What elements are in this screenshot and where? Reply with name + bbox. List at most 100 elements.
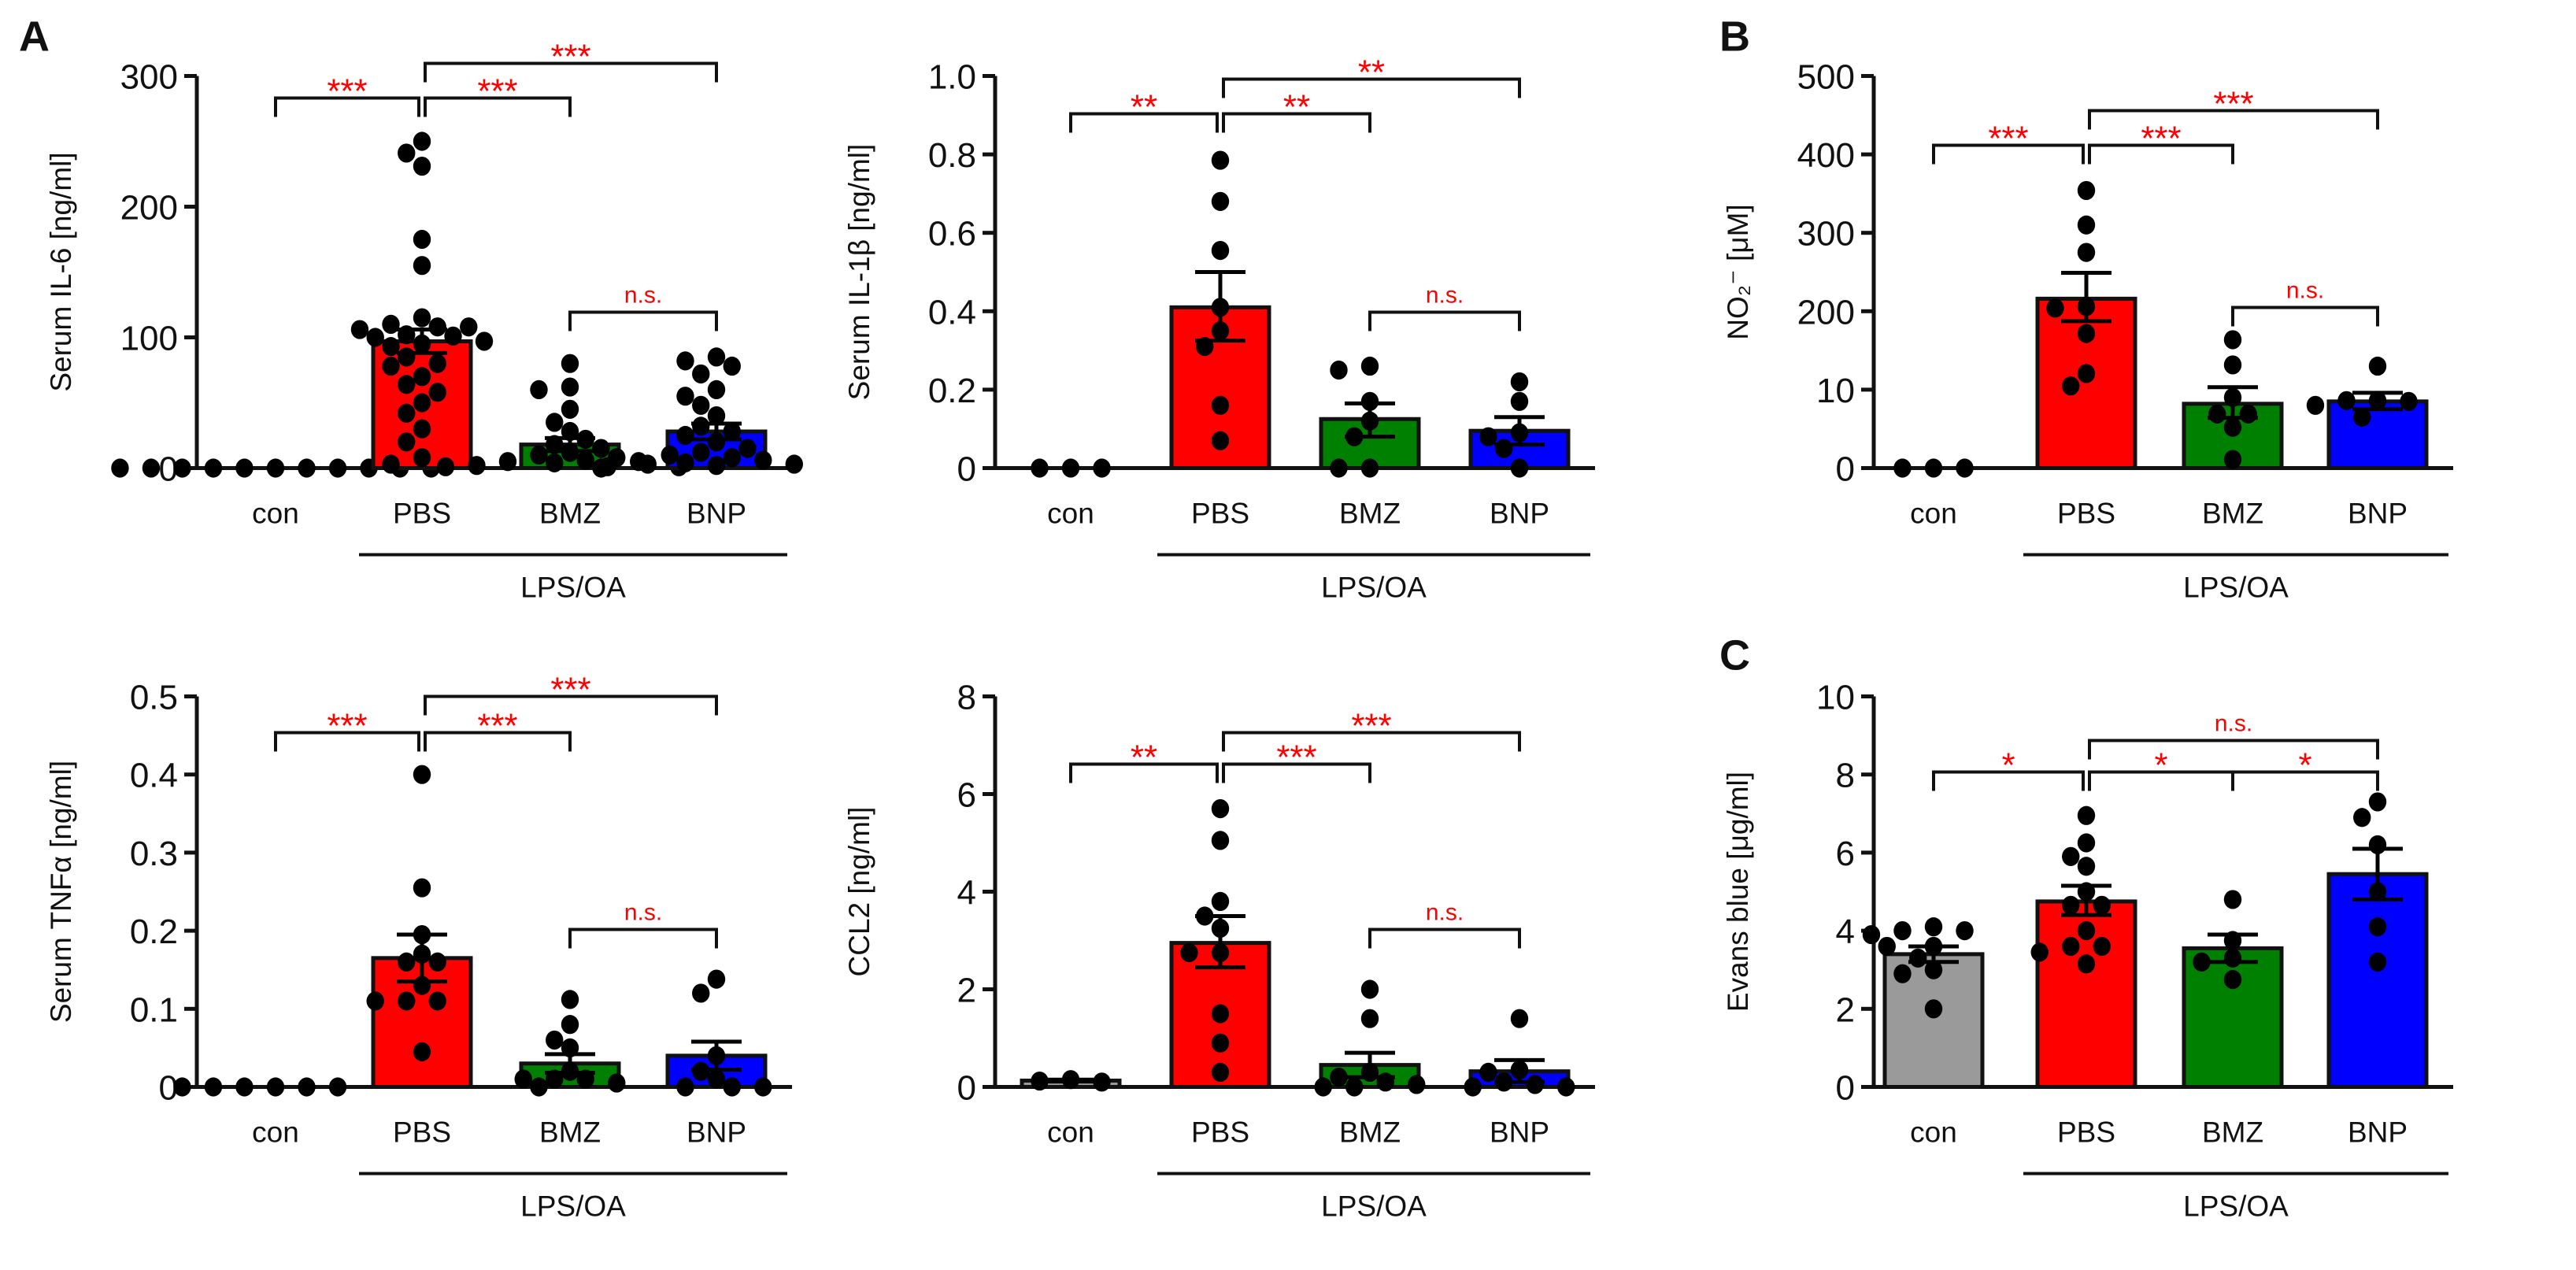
data-point (428, 952, 446, 972)
significance-label: *** (2141, 120, 2181, 158)
y-tick-label: 100 (120, 320, 178, 358)
x-tick-label: con (252, 1116, 299, 1149)
data-point (382, 454, 400, 474)
significance-label: n.s. (2286, 278, 2324, 304)
x-tick-label: con (252, 498, 299, 530)
y-tick-label: 2 (957, 972, 976, 1010)
data-point (413, 367, 431, 387)
y-axis-title: Serum IL-1β [ng/ml] (843, 144, 875, 401)
x-tick-label: PBS (1191, 1116, 1249, 1149)
data-point (2208, 404, 2226, 424)
data-point (2223, 890, 2242, 909)
data-point (692, 417, 710, 436)
bracket-line (2088, 739, 2379, 760)
data-point (676, 1077, 694, 1097)
data-point (2077, 954, 2096, 974)
data-point (676, 351, 694, 371)
data-point (676, 453, 694, 472)
y-axis-title: NO₂⁻ [μM] (1722, 204, 1754, 339)
data-point (2368, 917, 2387, 937)
data-point (1479, 1062, 1497, 1082)
data-point (1557, 1077, 1575, 1097)
data-point (235, 458, 254, 478)
data-point (1956, 458, 1974, 478)
data-point (204, 1077, 223, 1097)
data-point (266, 1077, 285, 1097)
bracket-line (424, 61, 718, 83)
bracket-line (1932, 770, 2085, 791)
data-point (2077, 324, 2096, 343)
data-point (2062, 936, 2080, 957)
significance-bracket: ** (1222, 88, 1371, 133)
data-point (530, 1077, 548, 1097)
y-tick-label: 500 (1797, 58, 1855, 97)
y-tick-label: 0.8 (928, 136, 976, 175)
chart-evans-blue: 0 2 4 6 8 10 Evans blue [μg/ml] con PBS BMZ BNP LPS… (1722, 679, 2453, 1223)
y-tick-label: 400 (1797, 136, 1855, 175)
data-point (598, 457, 616, 476)
data-point (428, 354, 446, 373)
data-point (142, 458, 161, 478)
bracket-line (568, 310, 718, 331)
data-point (592, 439, 610, 458)
bar-group-bnp (2306, 356, 2429, 470)
y-tick-label: 10 (1816, 679, 1855, 717)
data-point (266, 458, 285, 478)
data-point (366, 991, 384, 1011)
data-point (1330, 458, 1348, 478)
data-point (576, 450, 594, 470)
chart-il1b: 0 0.2 0.4 0.6 0.8 1.0 Serum IL-1β [ng/ml] con PB… (843, 54, 1595, 604)
data-point (2062, 846, 2080, 866)
data-point (460, 317, 478, 337)
y-tick-label: 4 (1836, 913, 1855, 951)
significance-bracket: ** (1069, 88, 1219, 133)
data-point (1093, 458, 1111, 478)
data-point (723, 356, 741, 376)
data-point (1893, 964, 1912, 983)
data-point (2077, 364, 2096, 383)
significance-bracket: *** (274, 707, 420, 752)
bracket-line (274, 96, 420, 117)
bar-group-con (1031, 458, 1111, 478)
data-point (2306, 395, 2325, 415)
data-point (413, 131, 431, 151)
group-label: LPS/OA (520, 1190, 626, 1223)
data-point (2077, 857, 2096, 876)
data-point (1211, 891, 1230, 911)
significance-label: *** (327, 707, 367, 746)
data-point (111, 458, 129, 478)
data-point (2353, 808, 2371, 828)
bar-group-pbs (1169, 150, 1271, 470)
data-point (2337, 391, 2356, 410)
data-point (2077, 243, 2096, 262)
significance-bracket: *** (2088, 85, 2379, 130)
data-point (2223, 417, 2242, 437)
data-point (1330, 1068, 1348, 1087)
data-point (561, 354, 579, 373)
data-point (2223, 970, 2242, 990)
data-point (1211, 150, 1230, 170)
data-point (1360, 1009, 1379, 1028)
bar-group-bmz (436, 354, 688, 478)
data-point (2368, 356, 2387, 376)
y-tick-label: 6 (1836, 835, 1855, 873)
data-point (1408, 1075, 1426, 1094)
y-tick-label: 1.0 (928, 58, 976, 97)
data-point (204, 458, 223, 478)
data-point (1360, 356, 1379, 376)
significance-label: *** (2213, 85, 2253, 124)
data-point (661, 445, 679, 465)
significance-bracket: n.s. (568, 900, 718, 949)
data-point (2030, 942, 2049, 962)
data-point (475, 331, 494, 351)
data-point (413, 393, 431, 413)
group-label: LPS/OA (2183, 572, 2289, 604)
bracket-line (424, 96, 572, 117)
data-point (2062, 376, 2080, 396)
bracket-line (1222, 762, 1371, 783)
y-tick-label: 300 (1797, 215, 1855, 254)
data-point (1510, 458, 1529, 478)
data-point (328, 1077, 347, 1097)
data-point (366, 328, 384, 347)
